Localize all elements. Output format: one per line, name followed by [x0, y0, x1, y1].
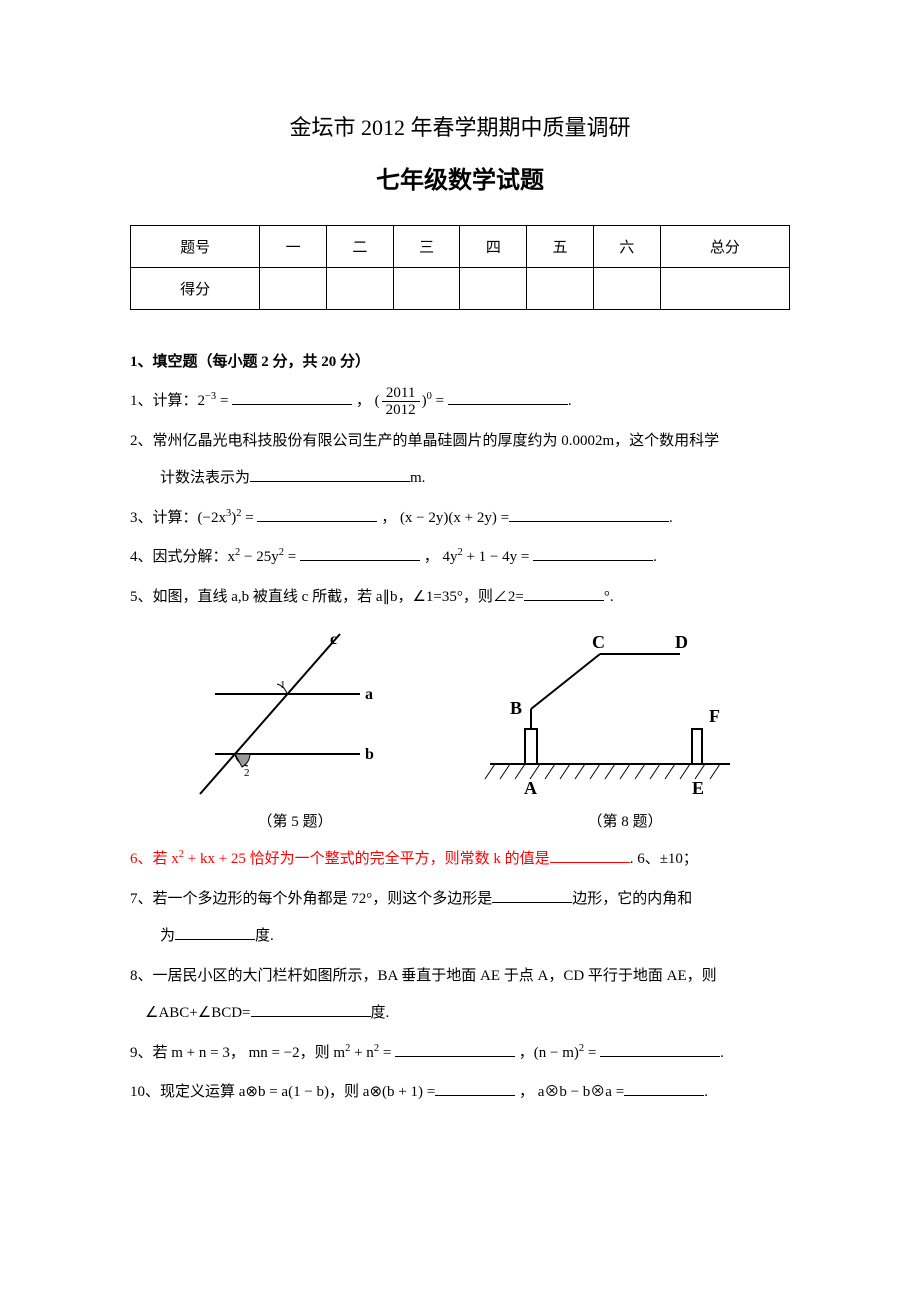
blank — [395, 1041, 515, 1057]
svg-text:E: E — [692, 778, 704, 798]
blank — [232, 389, 352, 405]
svg-text:F: F — [709, 706, 720, 726]
score-table: 题号 一 二 三 四 五 六 总分 得分 — [130, 225, 790, 310]
blank — [448, 389, 568, 405]
th-0: 题号 — [131, 226, 260, 268]
blank — [175, 924, 255, 940]
blank — [300, 545, 420, 561]
blank — [251, 1001, 371, 1017]
blank — [257, 506, 377, 522]
blank — [550, 847, 630, 863]
svg-text:c: c — [330, 631, 337, 648]
th-5: 五 — [527, 226, 594, 268]
question-7: 7、若一个多边形的每个外角都是 72°，则这个多边形是边形，它的内角和 为度. — [130, 881, 790, 956]
blank — [533, 545, 653, 561]
svg-text:D: D — [675, 634, 688, 652]
blank — [524, 585, 604, 601]
th-1: 一 — [260, 226, 327, 268]
blank — [435, 1080, 515, 1096]
blank — [492, 887, 572, 903]
question-2: 2、常州亿晶光电科技股份有限公司生产的单晶硅圆片的厚度约为 0.0002m，这个… — [130, 423, 790, 498]
svg-text:B: B — [510, 698, 522, 718]
figure-row: c a b 1 2 — [130, 624, 790, 804]
th-7: 总分 — [660, 226, 789, 268]
table-row: 题号 一 二 三 四 五 六 总分 — [131, 226, 790, 268]
svg-text:1: 1 — [280, 679, 286, 691]
page-title-1: 金坛市 2012 年春学期期中质量调研 — [130, 110, 790, 142]
caption-row: （第 5 题） （第 8 题） — [130, 810, 790, 831]
svg-text:C: C — [592, 634, 605, 652]
question-3: 3、计算：(−2x3)2 = ， (x − 2y)(x + 2y) =. — [130, 500, 790, 538]
question-9: 9、若 m + n = 3， mn = −2，则 m2 + n2 = ，(n −… — [130, 1035, 790, 1073]
svg-text:b: b — [365, 746, 374, 763]
caption-q8: （第 8 题） — [587, 810, 662, 831]
blank — [509, 506, 669, 522]
question-1: 1、计算：2−3 = ， (20112012)0 = . — [130, 383, 790, 421]
question-10: 10、现定义运算 a⊗b = a(1 − b)，则 a⊗(b + 1) = ， … — [130, 1074, 790, 1112]
section-1-header: 1、填空题（每小题 2 分，共 20 分） — [130, 350, 790, 371]
row2-label: 得分 — [131, 268, 260, 310]
figure-q5: c a b 1 2 — [180, 624, 380, 804]
th-2: 二 — [326, 226, 393, 268]
question-4: 4、因式分解：x2 − 25y2 = ， 4y2 + 1 − 4y = . — [130, 539, 790, 577]
figure-q8: A B C D E F — [480, 634, 740, 804]
blank — [624, 1080, 704, 1096]
th-4: 四 — [460, 226, 527, 268]
blank — [250, 466, 410, 482]
caption-q5: （第 5 题） — [257, 810, 332, 831]
question-6: 6、若 x2 + kx + 25 恰好为一个整式的完全平方，则常数 k 的值是.… — [130, 841, 790, 879]
table-row: 得分 — [131, 268, 790, 310]
question-8: 8、一居民小区的大门栏杆如图所示，BA 垂直于地面 AE 于点 A，CD 平行于… — [130, 958, 790, 1033]
svg-text:a: a — [365, 686, 373, 703]
svg-text:2: 2 — [244, 767, 250, 779]
th-6: 六 — [593, 226, 660, 268]
page-title-2: 七年级数学试题 — [130, 160, 790, 195]
th-3: 三 — [393, 226, 460, 268]
svg-text:A: A — [524, 778, 537, 798]
blank — [600, 1041, 720, 1057]
question-5: 5、如图，直线 a,b 被直线 c 所截，若 a∥b，∠1=35°，则∠2=°. — [130, 579, 790, 617]
